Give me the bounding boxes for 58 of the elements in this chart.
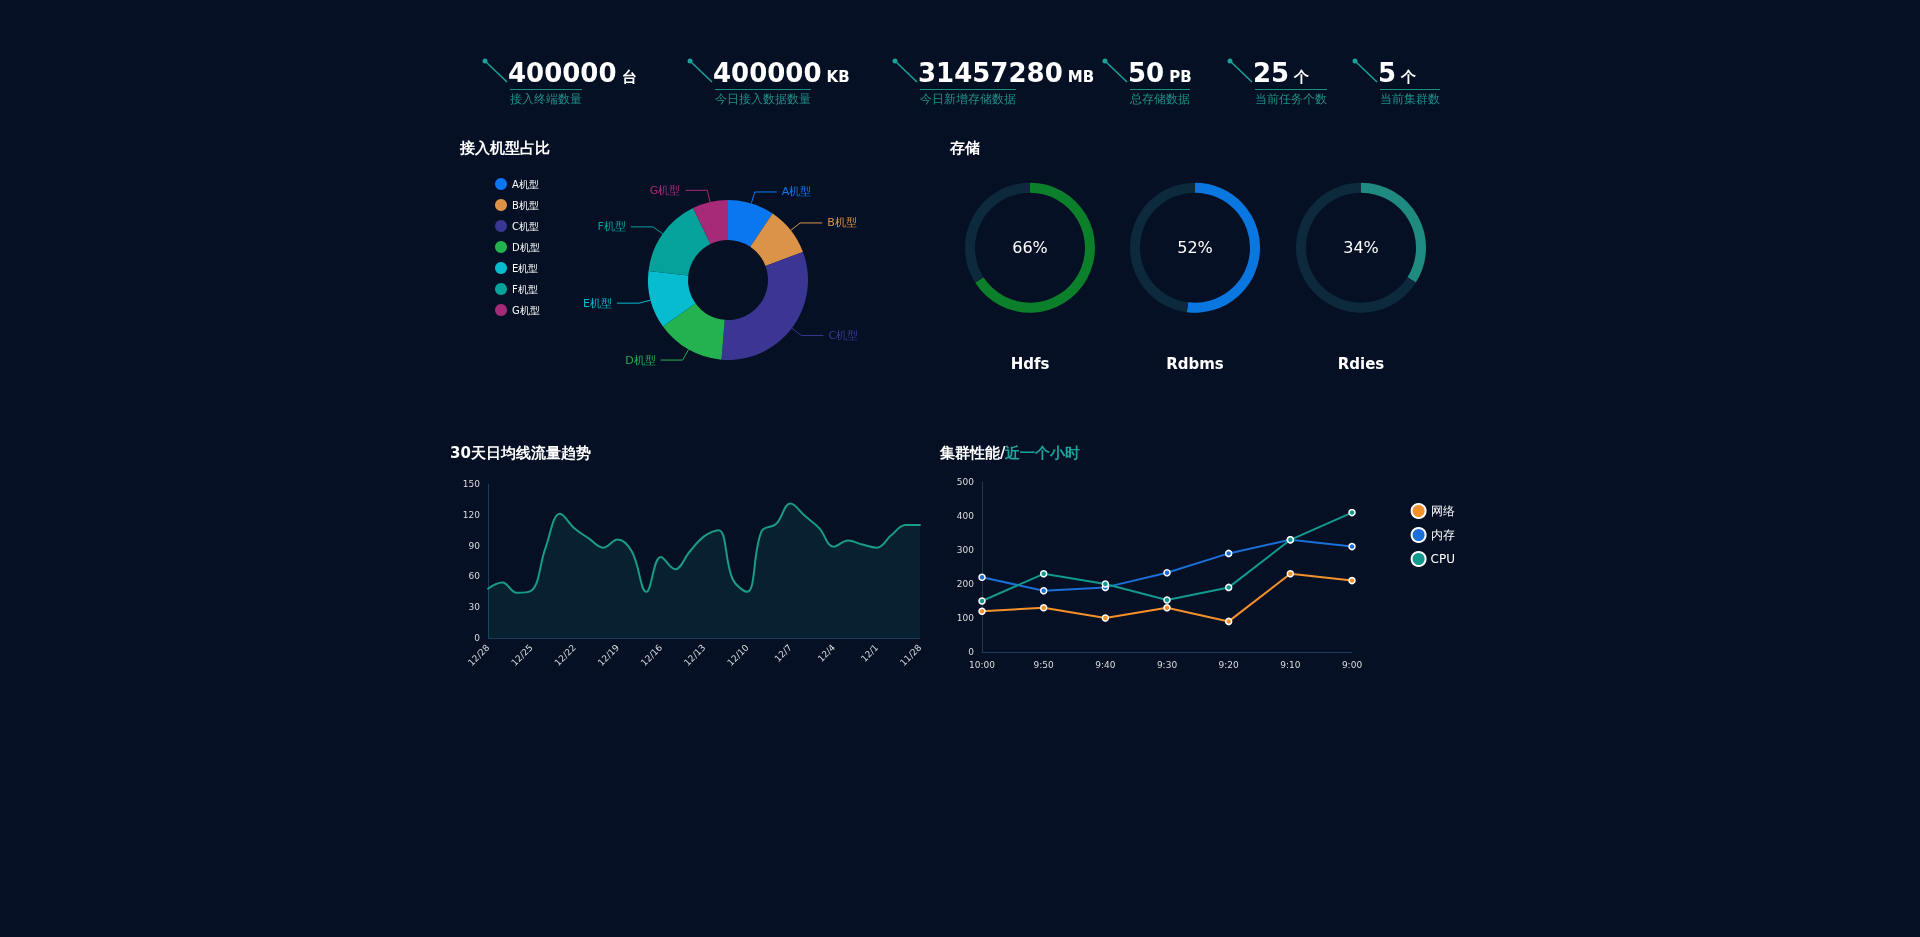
text: 34% — [1343, 238, 1379, 258]
chart-title: 存储 — [949, 138, 980, 157]
y-tick-label: 100 — [956, 613, 975, 623]
slice-label: C机型 — [828, 328, 859, 342]
slice-label: G机型 — [649, 183, 681, 197]
y-tick-label: 150 — [462, 479, 481, 489]
text: 25 个 — [1253, 58, 1310, 88]
legend-label: CPU — [1430, 552, 1456, 566]
slice-label: B机型 — [827, 216, 857, 230]
text: Rdbms — [1166, 354, 1224, 373]
x-tick-label: 9:20 — [1218, 659, 1240, 670]
y-tick-label: 300 — [956, 545, 975, 555]
text: 66% — [1012, 238, 1048, 258]
text: 当前任务个数 — [1255, 89, 1327, 108]
slice-label: F机型 — [597, 220, 626, 234]
text: 400000 台 — [508, 58, 637, 88]
y-tick-label: 90 — [468, 540, 481, 551]
x-tick-label: 9:50 — [1033, 659, 1055, 670]
legend-label: D机型 — [512, 241, 540, 253]
chart-title: 30天日均线流量趋势 — [450, 443, 591, 462]
legend-label: F机型 — [512, 283, 538, 295]
legend-label: B机型 — [512, 199, 539, 211]
text: 50 PB — [1128, 58, 1192, 88]
y-tick-label: 500 — [956, 477, 975, 487]
y-tick-label: 0 — [968, 647, 975, 657]
slice-label: E机型 — [583, 296, 612, 310]
text: 31457280 MB — [918, 58, 1095, 88]
text: Rdies — [1337, 354, 1385, 373]
y-tick-label: 60 — [468, 571, 481, 582]
legend-label: E机型 — [512, 262, 539, 274]
x-tick-label: 9:00 — [1341, 659, 1363, 670]
x-tick-label: 10:00 — [969, 659, 996, 670]
text: 52% — [1177, 238, 1213, 258]
text: 总存储数据 — [1130, 89, 1190, 108]
slice-label: D机型 — [625, 353, 656, 367]
y-tick-label: 0 — [474, 633, 481, 643]
legend-label: 内存 — [1430, 528, 1455, 542]
y-tick-label: 200 — [956, 579, 975, 589]
legend-label: C机型 — [512, 220, 539, 232]
y-tick-label: 120 — [462, 509, 481, 520]
legend-label: G机型 — [512, 304, 540, 316]
x-tick-label: 9:10 — [1280, 659, 1301, 670]
chart-title: 接入机型占比 — [459, 138, 550, 157]
text: 5 个 — [1378, 58, 1417, 88]
text: Hdfs — [1010, 354, 1050, 373]
text: 今日接入数据数量 — [715, 89, 811, 108]
text: 400000 KB — [713, 58, 850, 88]
text: 今日新增存储数据 — [920, 89, 1016, 108]
x-tick-label: 9:30 — [1156, 659, 1178, 670]
text: 接入终端数量 — [510, 89, 582, 108]
x-tick-label: 9:40 — [1095, 659, 1116, 670]
y-tick-label: 400 — [956, 511, 975, 521]
legend-label: 网络 — [1430, 504, 1455, 518]
legend-label: A机型 — [512, 178, 539, 190]
slice-label: A机型 — [781, 185, 812, 199]
chart-title: 集群性能/ — [939, 443, 1006, 462]
y-tick-label: 30 — [468, 602, 481, 613]
text: 当前集群数 — [1380, 89, 1440, 108]
